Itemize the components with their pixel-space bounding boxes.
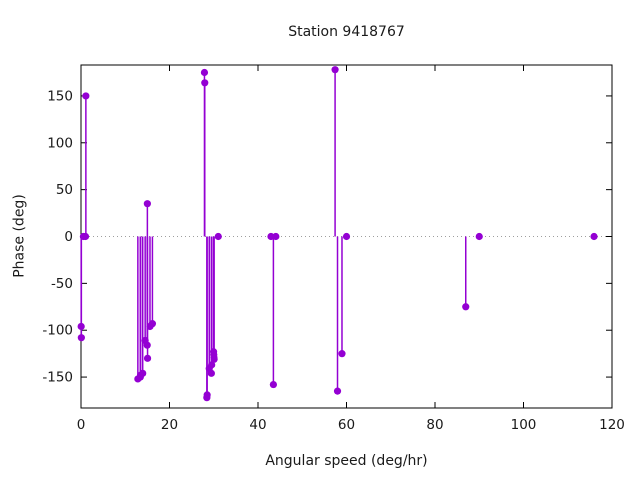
y-tick-label: -50 <box>51 276 73 292</box>
y-axis-label: Phase (deg) <box>11 194 28 278</box>
y-tick-label: -100 <box>42 323 73 339</box>
x-tick-label: 20 <box>161 417 178 433</box>
x-tick-label: 0 <box>77 417 86 433</box>
x-tick-label: 120 <box>599 417 625 433</box>
data-point <box>462 303 470 311</box>
data-point <box>338 350 346 358</box>
data-point <box>208 361 216 369</box>
y-tick-label: 0 <box>64 229 73 245</box>
data-point <box>333 387 342 395</box>
data-point <box>148 320 157 328</box>
y-tick-label: 150 <box>47 88 73 104</box>
y-tick-label: 100 <box>47 135 73 151</box>
data-point <box>143 354 152 362</box>
data-point <box>201 79 209 87</box>
data-point <box>475 232 483 241</box>
y-tick-label: 50 <box>56 182 73 198</box>
chart-title: Station 9418767 <box>288 24 405 40</box>
data-point <box>210 355 218 363</box>
data-point <box>203 391 211 399</box>
data-point <box>139 369 147 377</box>
data-point <box>269 380 277 389</box>
data-point <box>77 334 85 342</box>
data-point <box>207 369 215 377</box>
data-point <box>200 68 209 77</box>
data-point <box>590 232 598 241</box>
data-point <box>342 232 351 241</box>
data-point <box>143 200 151 208</box>
data-point <box>214 232 222 241</box>
x-tick-label: 80 <box>426 417 443 433</box>
x-axis-label: Angular speed (deg/hr) <box>265 453 428 469</box>
y-tick-label: -150 <box>42 370 73 386</box>
x-tick-label: 100 <box>511 417 537 433</box>
data-point <box>331 66 339 74</box>
data-point <box>272 232 280 241</box>
x-tick-label: 60 <box>338 417 355 433</box>
data-point <box>82 92 90 100</box>
x-tick-label: 40 <box>249 417 266 433</box>
